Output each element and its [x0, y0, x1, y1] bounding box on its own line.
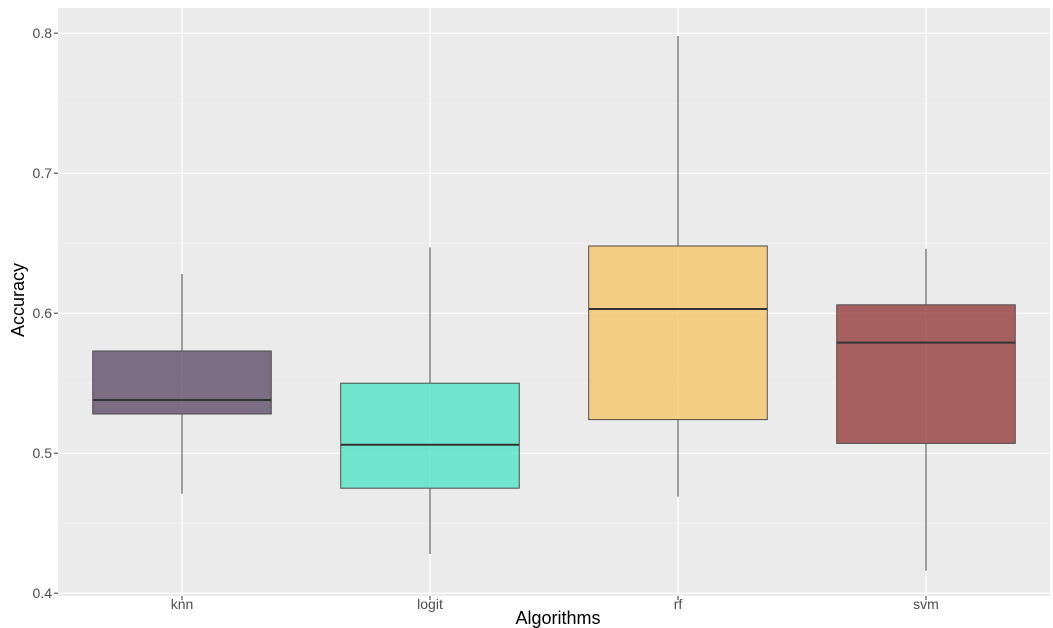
y-tick-label: 0.4: [33, 585, 53, 601]
boxes-layer: [92, 36, 1016, 571]
box-rect: [340, 382, 520, 489]
x-tick-label: rf: [674, 596, 683, 612]
box-svm: [836, 248, 1016, 571]
x-axis: knn logit rf svm: [171, 596, 939, 612]
x-axis-title: Algorithms: [515, 608, 600, 628]
y-tick-label: 0.8: [33, 25, 53, 41]
panel-background: [58, 8, 1050, 596]
y-tick-label: 0.5: [33, 445, 53, 461]
box-rf: [588, 36, 768, 497]
y-tick-label: 0.6: [33, 305, 53, 321]
box-rect: [92, 350, 272, 415]
x-tick-label: svm: [913, 596, 939, 612]
x-tick-label: knn: [171, 596, 194, 612]
y-tick-label: 0.7: [33, 165, 53, 181]
box-knn: [92, 274, 272, 494]
y-axis-title: Accuracy: [8, 263, 28, 337]
box-logit: [340, 247, 520, 554]
x-tick-label: logit: [417, 596, 443, 612]
box-rect: [588, 245, 768, 421]
box-rect: [836, 304, 1016, 444]
y-axis: 0.4 0.5 0.6 0.7 0.8: [33, 25, 58, 601]
